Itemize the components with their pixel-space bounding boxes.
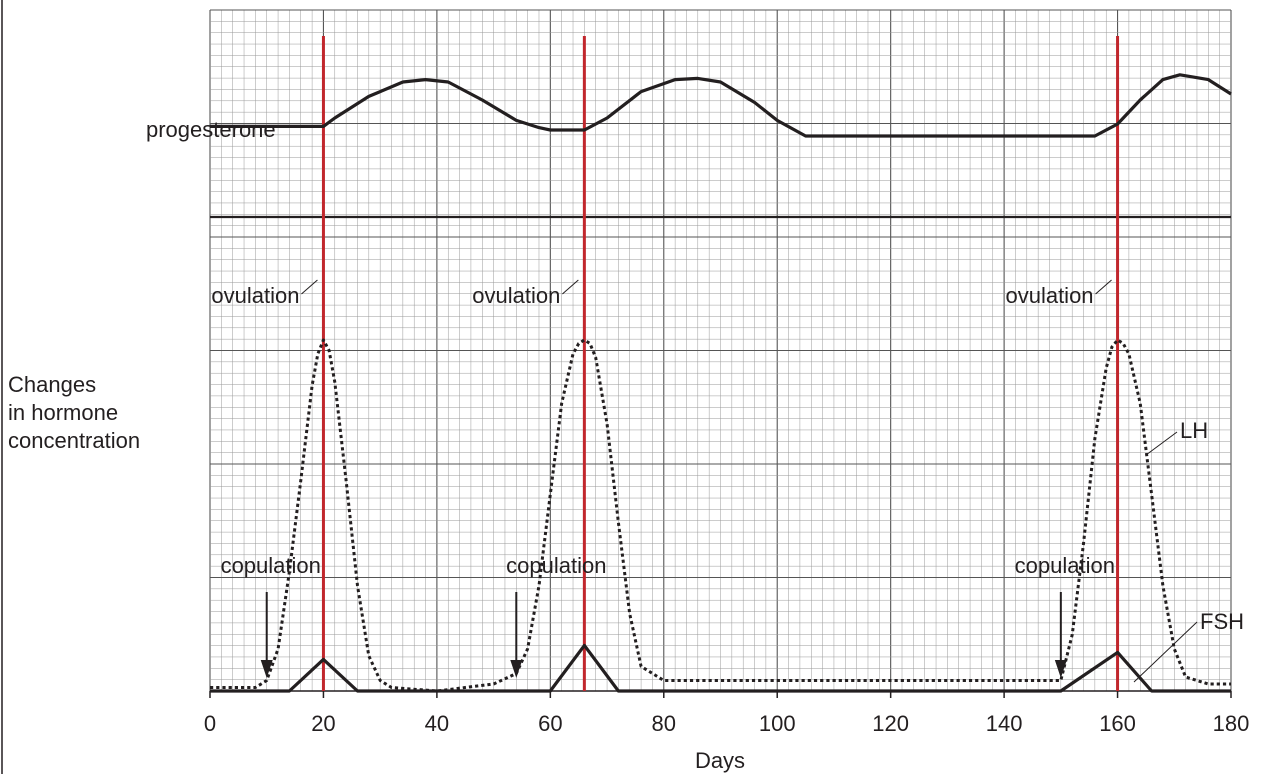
label-leader-line [1133, 621, 1198, 683]
series-progesterone-line [210, 73, 1232, 138]
copulation-label: copulation [506, 553, 606, 578]
x-tick-label: 160 [1099, 711, 1136, 736]
ovulation-label: ovulation [472, 283, 560, 308]
x-tick-label: 20 [311, 711, 335, 736]
ovulation-lines [321, 36, 1120, 691]
label-leader-line [301, 279, 318, 295]
y-axis-title-line-3: concentration [8, 428, 140, 453]
copulation-label: copulation [1015, 553, 1115, 578]
x-axis: 0 20 40 60 80 100 120 140 160 180 [204, 691, 1249, 736]
label-leader-line [562, 279, 579, 295]
x-tick-label: 40 [425, 711, 449, 736]
series-fsh-line [210, 643, 1231, 693]
label-leader-line [1095, 279, 1112, 295]
label-leader-line [1145, 431, 1178, 456]
chart-grid [209, 9, 1232, 692]
lh-label: LH [1180, 418, 1208, 443]
ovulation-label: ovulation [211, 283, 299, 308]
progesterone-label: progesterone [146, 117, 276, 142]
x-tick-label: 0 [204, 711, 216, 736]
copulation-arrow-head [260, 660, 273, 678]
x-tick-label: 80 [652, 711, 676, 736]
series-group [210, 73, 1232, 693]
x-tick-label: 180 [1213, 711, 1250, 736]
fsh-label: FSH [1200, 609, 1244, 634]
x-tick-label: 120 [872, 711, 909, 736]
copulation-label: copulation [221, 553, 321, 578]
copulation-arrows [260, 592, 1067, 678]
series-lh-line [210, 338, 1231, 693]
x-tick-label: 60 [538, 711, 562, 736]
ovulation-label: ovulation [1005, 283, 1093, 308]
y-axis-title-line-1: Changes [8, 372, 96, 397]
y-axis-title-line-2: in hormone [8, 400, 118, 425]
copulation-arrow-head [1054, 660, 1067, 678]
x-tick-label: 140 [986, 711, 1023, 736]
x-tick-label: 100 [759, 711, 796, 736]
copulation-arrow-head [510, 660, 523, 678]
annotation-labels: ovulation ovulation ovulation copulation cop… [146, 117, 1244, 683]
x-axis-title: Days [695, 748, 745, 773]
